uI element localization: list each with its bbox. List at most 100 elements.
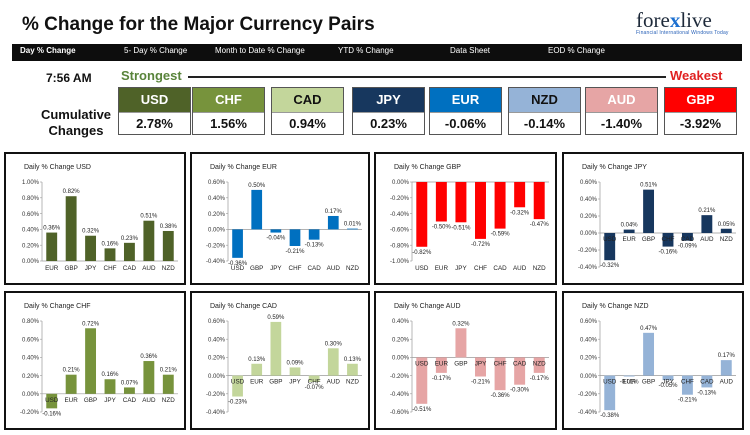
logo-text-start: fore — [636, 8, 670, 32]
y-tick-label: 0.40% — [208, 196, 226, 202]
data-label: -0.36% — [228, 261, 248, 267]
data-label: -0.05% — [658, 383, 678, 389]
nav-eod-change[interactable]: EOD % Change — [548, 46, 605, 55]
bar-chf — [308, 375, 320, 382]
bar-chart: Daily % Change EUR -0.40% -0.20% 0.00% 0.20%… — [206, 164, 362, 272]
y-tick-label: 0.60% — [22, 212, 40, 218]
nav-5day-change[interactable]: 5- Day % Change — [124, 46, 188, 55]
bar-chart: Daily % Change CAD -0.40% -0.20% 0.00% 0.20%… — [206, 303, 362, 416]
category-label: JPY — [475, 360, 487, 367]
timestamp: 7:56 AM — [46, 71, 92, 85]
category-label: JPY — [104, 397, 116, 404]
category-label: CAD — [700, 379, 714, 386]
bar-nzd — [347, 363, 358, 376]
data-label: -0.50% — [432, 225, 452, 231]
nav-ytd-change[interactable]: YTD % Change — [338, 46, 394, 55]
bar-nzd — [533, 357, 545, 373]
y-tick-label: 1.00% — [22, 180, 40, 186]
data-label: -0.21% — [471, 380, 491, 386]
data-label: -0.17% — [432, 376, 452, 382]
data-label: -0.13% — [305, 243, 325, 249]
currency-cumulative-value: 0.23% — [353, 112, 424, 134]
data-label: 0.51% — [140, 214, 158, 220]
category-label: JPY — [289, 379, 301, 386]
data-label: -0.21% — [678, 398, 698, 404]
category-label: GBP — [250, 265, 263, 272]
category-label: NZD — [346, 379, 359, 386]
y-tick-label: 0.00% — [580, 231, 598, 237]
category-label: GBP — [64, 265, 77, 272]
y-tick-label: -0.80% — [390, 243, 410, 249]
bar-chf — [289, 229, 301, 246]
y-tick-label: 0.60% — [208, 319, 226, 325]
bar-chart: Daily % Change JPY -0.40% -0.20% 0.00% 0.20%… — [578, 164, 736, 271]
chart-title: Daily % Change JPY — [582, 164, 647, 171]
category-label: GBP — [642, 379, 655, 386]
forexlive-logo[interactable]: forexlive Financial International Window… — [636, 8, 736, 42]
currency-cumulative-value: 1.56% — [193, 112, 264, 134]
category-label: AUD — [327, 265, 341, 272]
category-label: JPY — [85, 265, 97, 272]
data-label: 0.36% — [140, 354, 158, 360]
bar-chart: Daily % Change GBP -1.00% -0.80% -0.60% -0.4… — [390, 164, 550, 272]
weakest-label: Weakest — [670, 68, 723, 83]
bar-chf — [494, 357, 506, 391]
y-tick-label: 0.20% — [208, 356, 226, 362]
data-label: -0.47% — [530, 222, 550, 228]
y-tick-label: 0.20% — [22, 243, 40, 249]
chart-panel-gbp: Daily % Change GBP -1.00% -0.80% -0.60% -0.4… — [374, 152, 557, 285]
y-tick-label: 0.00% — [208, 374, 226, 380]
category-label: EUR — [622, 379, 636, 386]
bar-nzd — [162, 374, 174, 394]
bar-eur — [251, 363, 263, 376]
y-tick-label: 0.60% — [580, 319, 598, 325]
y-tick-label: -0.40% — [390, 392, 410, 398]
y-tick-label: -0.20% — [206, 392, 226, 398]
nav-month-to-date-change[interactable]: Month to Date % Change — [215, 46, 305, 55]
data-label: 0.23% — [121, 236, 139, 242]
category-label: USD — [231, 265, 245, 272]
category-label: CAD — [493, 265, 507, 272]
category-label: CAD — [123, 265, 137, 272]
bar-usd — [416, 182, 428, 247]
y-tick-label: 0.40% — [22, 228, 40, 234]
bar-aud — [720, 360, 732, 376]
data-label: 0.21% — [160, 368, 178, 374]
data-label: 0.07% — [121, 380, 139, 386]
currency-cumulative-value: -0.14% — [509, 112, 580, 134]
bar-chart: Daily % Change USD 0.00% 0.20% 0.40% 0.60% 0.… — [22, 164, 178, 272]
y-tick-label: 0.60% — [208, 180, 226, 186]
y-tick-label: -0.20% — [390, 374, 410, 380]
nav-day-change[interactable]: Day % Change — [20, 46, 76, 55]
y-tick-label: -0.40% — [206, 410, 226, 416]
y-tick-label: 0.20% — [22, 374, 40, 380]
y-tick-label: 0.20% — [580, 214, 598, 220]
y-tick-label: -0.20% — [578, 392, 598, 398]
currency-name: CHF — [193, 88, 264, 112]
data-label: 0.09% — [286, 360, 304, 366]
y-tick-label: 0.40% — [392, 319, 410, 325]
category-label: JPY — [662, 379, 674, 386]
category-label: EUR — [250, 379, 264, 386]
bar-chart: Daily % Change NZD -0.40% -0.20% 0.00% 0.20%… — [578, 303, 736, 419]
y-tick-label: 0.60% — [580, 180, 598, 186]
strongest-label: Strongest — [121, 68, 182, 83]
category-label: NZD — [162, 397, 175, 404]
data-label: 0.30% — [325, 341, 343, 347]
currency-cumulative-value: -0.06% — [430, 112, 501, 134]
category-label: JPY — [455, 265, 467, 272]
category-label: EUR — [64, 397, 78, 404]
nav-data-sheet[interactable]: Data Sheet — [450, 46, 491, 55]
y-tick-label: -0.40% — [390, 212, 410, 218]
currency-name: NZD — [509, 88, 580, 112]
currency-cumulative-value: 0.94% — [272, 112, 343, 134]
bar-nzd — [533, 182, 545, 220]
currency-name: GBP — [665, 88, 736, 112]
data-label: 0.51% — [640, 183, 658, 189]
data-label: 0.50% — [248, 183, 266, 189]
category-label: AUD — [142, 397, 156, 404]
bar-cad — [701, 375, 713, 388]
category-label: AUD — [142, 265, 156, 272]
bar-aud — [327, 215, 339, 230]
bar-jpy — [455, 182, 467, 223]
